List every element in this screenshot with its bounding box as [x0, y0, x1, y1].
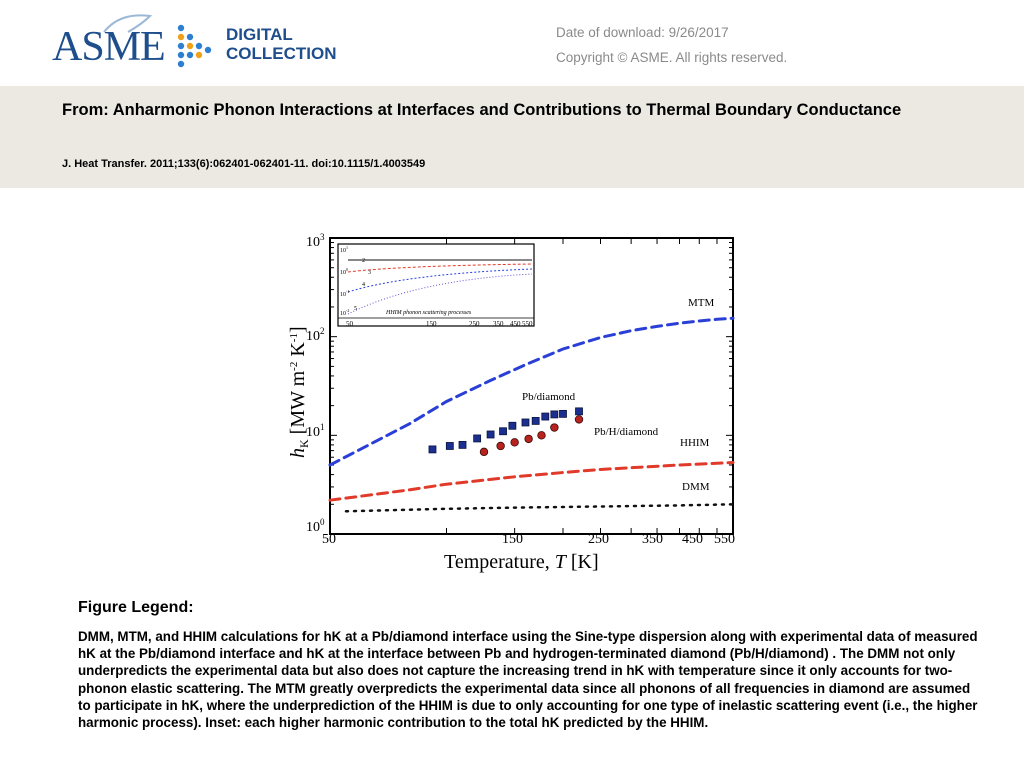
- point-pb-h-diamond: [496, 441, 505, 451]
- point-pb-diamond: [508, 421, 517, 430]
- download-date: Date of download: 9/26/2017: [556, 25, 729, 40]
- inset-x-tick-150: 150: [426, 320, 437, 328]
- inset-curve-4: [347, 268, 533, 293]
- point-pb-diamond: [445, 442, 454, 450]
- header: ASME DIGITAL COLLECTION Date of download…: [0, 0, 1024, 86]
- inset-curve-5: [347, 273, 533, 315]
- x-tick-150: 150: [502, 532, 523, 547]
- point-pb-h-diamond: [574, 415, 584, 424]
- logo-sub-1: DIGITAL: [226, 25, 293, 44]
- series-hhim-line: [328, 461, 735, 502]
- download-info: Date of download: 9/26/2017 Copyright © …: [556, 20, 787, 70]
- inset-x-tick-550: 550: [522, 320, 533, 328]
- figure-legend-text: DMM, MTM, and HHIM calculations for hK a…: [78, 629, 978, 731]
- inset-y-tick-3: 10-2: [340, 308, 349, 317]
- inset-curve-label-4: 4: [362, 282, 365, 288]
- x-tick-50: 50: [322, 532, 336, 547]
- asme-logo: ASME DIGITAL COLLECTION: [52, 14, 337, 70]
- point-pb-diamond: [499, 427, 507, 436]
- point-pb-diamond: [541, 412, 550, 421]
- label-dmm: DMM: [682, 481, 710, 493]
- y-tick-100: 102: [306, 326, 325, 344]
- inset-curve-label-2: 2: [362, 258, 365, 264]
- label-hhim: HHIM: [680, 437, 710, 449]
- logo-dots: [177, 24, 212, 68]
- x-axis-label: Temperature, T [K]: [444, 551, 599, 573]
- inset-x-tick-350: 350: [493, 320, 504, 328]
- point-pb-diamond: [575, 407, 583, 416]
- logo-text: ASME: [52, 24, 165, 70]
- label-pb-diamond: Pb/diamond: [522, 391, 576, 403]
- point-pb-h-diamond: [537, 431, 546, 440]
- point-pb-h-diamond: [510, 438, 519, 447]
- label-pb-h-diamond: Pb/H/diamond: [594, 426, 659, 438]
- article-citation: J. Heat Transfer. 2011;133(6):062401-062…: [62, 158, 426, 170]
- inset-x-tick-450: 450: [510, 320, 521, 328]
- y-axis-label: hK [MW m-2 K-1]: [287, 326, 311, 458]
- point-pb-diamond: [473, 434, 482, 443]
- inset: 101 100 10-1 10-2 2 3 4 5 HHIM phonon sc…: [337, 243, 535, 328]
- y-tick-10: 101: [306, 422, 325, 440]
- inset-x-tick-50: 50: [346, 320, 354, 328]
- inset-y-tick-0: 101: [340, 245, 348, 254]
- figure-chart: 103 102 101 100 50 150 250 350 450 550 T…: [287, 232, 735, 573]
- x-tick-350: 350: [642, 532, 663, 547]
- x-tick-450: 450: [682, 532, 703, 547]
- x-tick-550: 550: [714, 532, 735, 547]
- inset-y-tick-2: 10-1: [340, 289, 349, 298]
- inset-y-tick-1: 100: [340, 267, 348, 276]
- inset-x-tick-250: 250: [469, 320, 480, 328]
- article-title: From: Anharmonic Phonon Interactions at …: [62, 101, 902, 119]
- plot-frame: [329, 237, 734, 535]
- series-dmm-line: [344, 503, 735, 513]
- point-pb-diamond: [428, 445, 437, 454]
- copyright: Copyright © ASME. All rights reserved.: [556, 50, 788, 65]
- point-pb-diamond: [531, 417, 540, 425]
- inset-curve-label-5: 5: [354, 306, 357, 312]
- point-pb-diamond: [486, 430, 495, 439]
- y-tick-1000: 103: [306, 232, 325, 250]
- title-band: [0, 86, 1024, 188]
- point-pb-diamond: [458, 440, 467, 449]
- point-pb-h-diamond: [524, 434, 533, 444]
- inset-curve-label-3: 3: [368, 270, 371, 276]
- point-pb-diamond: [521, 418, 530, 427]
- point-pb-diamond: [559, 409, 567, 418]
- inset-curve-3: [347, 263, 533, 273]
- logo-swoosh: [103, 14, 153, 33]
- figure-legend-heading: Figure Legend:: [78, 599, 194, 616]
- point-pb-h-diamond: [550, 423, 559, 432]
- point-pb-diamond: [550, 410, 559, 419]
- inset-caption: HHIM phonon scattering processes: [385, 310, 472, 316]
- label-mtm: MTM: [688, 297, 715, 309]
- logo-sub-2: COLLECTION: [226, 44, 337, 63]
- x-tick-250: 250: [588, 532, 609, 547]
- x-tick-labels: 50 150 250 350 450 550: [322, 532, 735, 547]
- series-mtm-line: [328, 316, 735, 467]
- point-pb-h-diamond: [479, 447, 489, 457]
